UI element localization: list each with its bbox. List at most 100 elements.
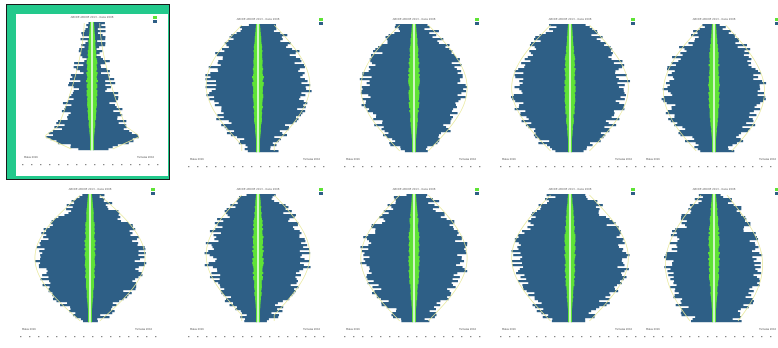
x-tick xyxy=(581,166,583,168)
bar-male xyxy=(40,244,90,247)
bar-female xyxy=(258,26,277,29)
bar-female xyxy=(414,218,447,221)
bar-male xyxy=(69,78,92,81)
bar-male xyxy=(670,92,714,95)
thumbnail-9[interactable]: ABCDE ABCDE 2013 - Oeiie 2008 Males 2016 F… xyxy=(490,182,646,348)
bar-female xyxy=(570,42,607,45)
bar-male xyxy=(536,48,570,51)
bar-male xyxy=(214,104,258,107)
thumbnail-gallery: ABCDE ABCDE 2013 - Oeiie 2008 Males 2016 F… xyxy=(6,4,778,338)
bar-male xyxy=(520,258,570,261)
bar-male xyxy=(681,310,714,313)
bar-male xyxy=(85,28,92,31)
bar-male xyxy=(73,90,92,93)
bar-male xyxy=(40,256,90,259)
thumbnail-8[interactable]: ABCDE ABCDE 2013 - Oeiie 2008 Males 2016 F… xyxy=(334,182,490,348)
bar-male xyxy=(514,70,570,73)
bar-male xyxy=(370,96,414,99)
bar-male xyxy=(366,82,414,85)
footer-left-label: Males 2016 xyxy=(346,328,360,331)
bar-male xyxy=(521,62,570,65)
thumbnail-5[interactable]: ABCDE ABCDE 2013 - Oeiie 2008 Males 2016 F… xyxy=(634,12,778,178)
bar-male xyxy=(64,108,92,111)
bar-male xyxy=(368,66,414,69)
x-tick xyxy=(599,336,601,338)
bar-female xyxy=(414,146,428,149)
x-tick xyxy=(242,336,244,338)
bar-female xyxy=(570,282,622,285)
bar-female xyxy=(258,264,304,267)
bar-male xyxy=(226,208,258,211)
x-tick xyxy=(233,166,235,168)
bar-male xyxy=(670,234,714,237)
bar-male xyxy=(39,250,90,253)
bar-female xyxy=(92,88,107,91)
bar-female xyxy=(570,64,625,67)
bar-female xyxy=(414,260,465,263)
x-tick xyxy=(74,336,76,338)
bar-male xyxy=(524,274,570,277)
bar-male xyxy=(363,258,414,261)
chart-title: ABCDE ABCDE 2013 - Oeiie 2008 xyxy=(393,17,436,21)
bar-male xyxy=(371,292,414,295)
bar-male xyxy=(534,292,570,295)
bar-male xyxy=(373,280,414,283)
bar-male xyxy=(681,314,714,317)
bar-male xyxy=(215,88,258,91)
thumbnail-4[interactable]: ABCDE ABCDE 2013 - Oeiie 2008 Males 2016 F… xyxy=(490,12,646,178)
x-tick xyxy=(716,166,718,168)
legend-swatch xyxy=(631,188,635,191)
bar-male xyxy=(680,312,714,315)
bar-female xyxy=(92,104,115,107)
thumbnail-2[interactable]: ABCDE ABCDE 2013 - Oeiie 2008 Males 2016 F… xyxy=(178,12,334,178)
x-tick xyxy=(545,166,547,168)
bar-male xyxy=(371,226,414,229)
bar-male xyxy=(44,248,90,251)
bar-female xyxy=(414,38,444,41)
bar-female xyxy=(414,298,449,301)
bar-male xyxy=(685,140,714,143)
bar-female xyxy=(92,32,98,35)
bar-female xyxy=(570,70,616,73)
bar-female xyxy=(714,144,733,147)
bar-female xyxy=(714,302,754,305)
bar-male xyxy=(518,242,570,245)
bar-male xyxy=(406,194,414,197)
bar-male xyxy=(209,254,258,257)
bar-female xyxy=(92,146,113,149)
bar-male xyxy=(205,242,258,245)
bar-female xyxy=(714,236,757,239)
bar-female xyxy=(570,314,596,317)
x-tick xyxy=(353,166,355,168)
thumbnail-7[interactable]: ABCDE ABCDE 2013 - Oeiie 2008 Males 2016 F… xyxy=(178,182,334,348)
bar-male xyxy=(548,200,570,203)
bar-male xyxy=(57,142,92,145)
bar-male xyxy=(245,144,258,147)
bar-female xyxy=(570,254,630,257)
thumbnail-6[interactable]: ABCDE ABCDE 2013 - Oeiie 2008 Males 2016 F… xyxy=(10,182,166,348)
bar-female xyxy=(414,46,446,49)
bar-male xyxy=(364,252,414,255)
bar-male xyxy=(681,216,714,219)
x-tick xyxy=(416,166,418,168)
thumbnail-10[interactable]: ABCDE ABCDE 2013 - Oeiie 2008 Males 2016 F… xyxy=(634,182,778,348)
bar-male xyxy=(519,268,570,271)
x-tick xyxy=(752,336,754,338)
bar-female xyxy=(414,142,438,145)
bar-female xyxy=(92,56,101,59)
thumbnail-1[interactable]: ABCDE ABCDE 2013 - Oeiie 2008 Males 2016 F… xyxy=(6,4,170,180)
bar-female xyxy=(714,76,759,79)
bar-female xyxy=(258,278,297,281)
bar-female xyxy=(570,270,625,273)
bar-male xyxy=(395,310,414,313)
bar-female xyxy=(414,282,452,285)
x-tick xyxy=(269,336,271,338)
bar-female xyxy=(414,304,441,307)
bar-female xyxy=(258,274,301,277)
bar-male xyxy=(208,262,258,265)
bar-male xyxy=(50,222,90,225)
bar-female xyxy=(570,226,619,229)
bar-female xyxy=(414,24,428,27)
bar-female xyxy=(90,214,119,217)
thumbnail-3[interactable]: ABCDE ABCDE 2013 - Oeiie 2008 Males 2016 F… xyxy=(334,12,490,178)
